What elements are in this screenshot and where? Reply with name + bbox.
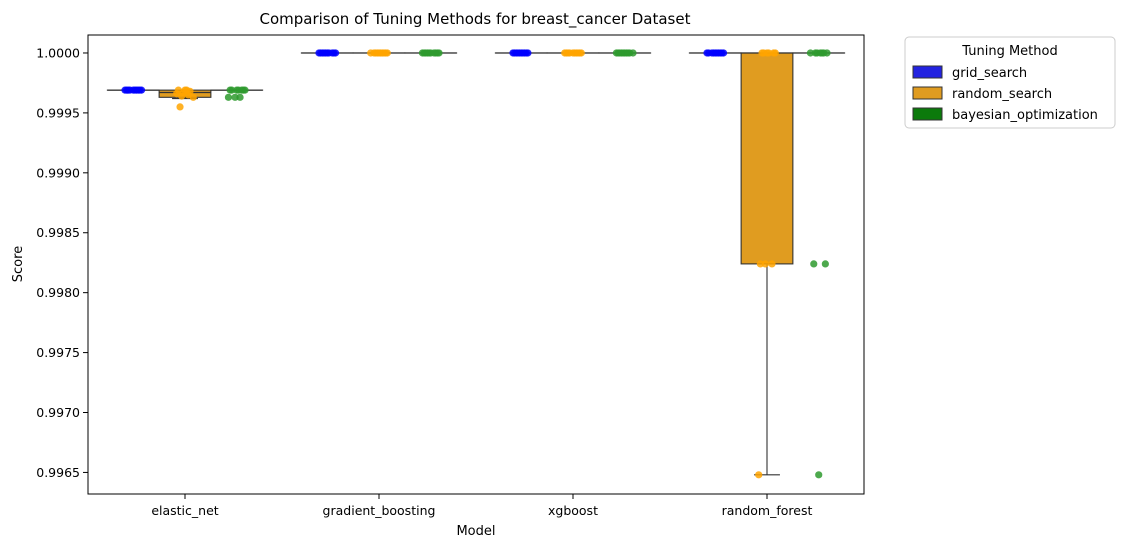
data-point — [817, 49, 824, 56]
x-tick-label: random_forest — [722, 503, 813, 518]
data-point — [236, 94, 243, 101]
points-grid_search-elastic_net — [121, 87, 145, 94]
y-tick-label: 0.9990 — [36, 165, 80, 180]
data-point — [190, 94, 197, 101]
data-point — [227, 87, 234, 94]
legend-title: Tuning Method — [961, 44, 1057, 59]
data-point — [135, 87, 142, 94]
legend-label-grid_search: grid_search — [952, 66, 1027, 81]
data-point — [822, 260, 829, 267]
points-bayesian_optimization-xgboost — [613, 49, 637, 56]
data-point — [574, 49, 581, 56]
data-point — [322, 49, 329, 56]
points-random_search-gradient_boosting — [367, 49, 391, 56]
points-grid_search-xgboost — [509, 49, 531, 56]
y-tick-label: 0.9985 — [36, 225, 80, 240]
data-point — [762, 260, 769, 267]
data-point — [629, 49, 636, 56]
x-tick-label: gradient_boosting — [323, 503, 436, 518]
data-point — [315, 49, 322, 56]
y-axis-label: Score — [11, 246, 26, 282]
data-point — [616, 49, 623, 56]
y-tick-label: 1.0000 — [36, 45, 80, 60]
box-body — [741, 53, 793, 264]
legend-label-random_search: random_search — [952, 87, 1052, 102]
data-point — [435, 49, 442, 56]
data-point — [623, 49, 630, 56]
data-point — [123, 87, 130, 94]
legend-swatch-bayesian_optimization — [913, 108, 942, 120]
data-point — [763, 49, 770, 56]
data-point — [176, 103, 183, 110]
data-point — [768, 260, 775, 267]
x-tick-label: elastic_net — [151, 503, 218, 518]
legend-swatch-grid_search — [913, 66, 942, 78]
legend-label-bayesian_optimization: bayesian_optimization — [952, 108, 1098, 123]
data-point — [755, 471, 762, 478]
data-point — [720, 49, 727, 56]
data-point — [815, 471, 822, 478]
data-point — [713, 49, 720, 56]
data-point — [183, 87, 190, 94]
y-tick-label: 0.9980 — [36, 285, 80, 300]
data-point — [823, 49, 830, 56]
legend-swatch-random_search — [913, 87, 942, 99]
x-tick-label: xgboost — [548, 503, 598, 518]
data-point — [514, 49, 521, 56]
points-bayesian_optimization-gradient_boosting — [419, 49, 443, 56]
chart-title: Comparison of Tuning Methods for breast_… — [260, 10, 691, 29]
points-grid_search-gradient_boosting — [315, 49, 339, 56]
x-axis-label: Model — [456, 524, 495, 539]
y-tick-label: 0.9975 — [36, 345, 80, 360]
data-point — [375, 49, 382, 56]
y-tick-label: 0.9965 — [36, 465, 80, 480]
data-point — [521, 49, 528, 56]
y-tick-label: 0.9995 — [36, 105, 80, 120]
points-random_search-xgboost — [561, 49, 585, 56]
points-grid_search-random_forest — [703, 49, 727, 56]
data-point — [563, 49, 570, 56]
data-point — [225, 94, 232, 101]
data-point — [382, 49, 389, 56]
data-point — [810, 260, 817, 267]
data-point — [424, 49, 431, 56]
data-point — [178, 93, 185, 100]
data-point — [238, 87, 245, 94]
data-point — [329, 49, 336, 56]
data-point — [770, 49, 777, 56]
y-tick-label: 0.9970 — [36, 405, 80, 420]
legend: Tuning Method grid_search random_searchba… — [905, 37, 1115, 128]
